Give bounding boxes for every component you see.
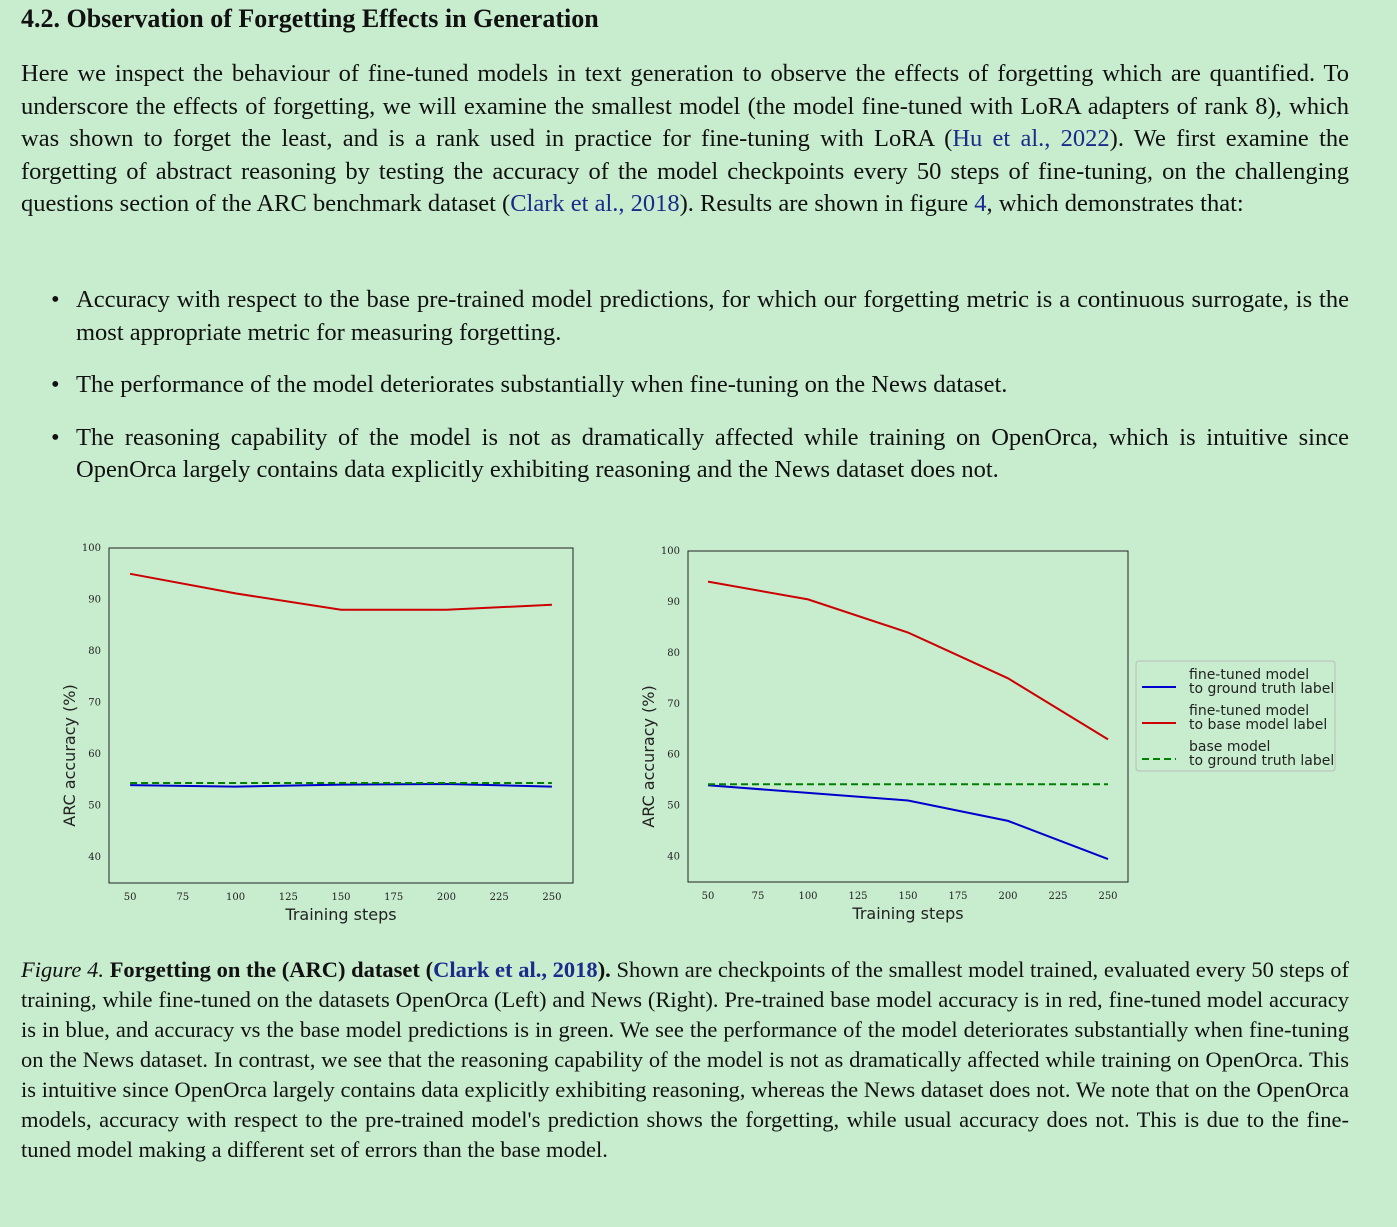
figure-label: Figure 4. — [21, 957, 104, 982]
body-paragraph: Here we inspect the behaviour of fine-tu… — [21, 58, 1349, 221]
y-tick-label: 70 — [88, 698, 101, 709]
paragraph-text-3: ). Results are shown in figure — [679, 190, 975, 218]
x-tick-label: 200 — [437, 892, 456, 903]
y-tick-label: 80 — [667, 648, 680, 659]
section-title: 4.2. Observation of Forgetting Effects i… — [21, 4, 599, 33]
x-axis-label: Training steps — [284, 905, 396, 924]
x-tick-label: 150 — [898, 891, 917, 902]
paragraph-text-4: , which demonstrates that: — [986, 190, 1244, 218]
x-tick-label: 125 — [848, 891, 867, 902]
legend-label: fine-tuned model — [1189, 703, 1309, 719]
plot-frame — [108, 547, 574, 884]
legend-label: to ground truth label — [1189, 753, 1334, 769]
series-line-blue — [130, 782, 552, 788]
y-tick-label: 90 — [667, 597, 680, 608]
plot-frame — [687, 550, 1129, 883]
y-tick-label: 60 — [88, 749, 101, 760]
x-tick-label: 75 — [176, 892, 189, 903]
legend-box — [1135, 660, 1336, 772]
caption-citation[interactable]: Clark et al., 2018 — [433, 957, 598, 982]
y-tick-label: 60 — [667, 750, 680, 761]
y-axis-label: ARC accuracy (%) — [60, 684, 79, 826]
citation-hu-2022[interactable]: Hu et al., 2022 — [952, 125, 1110, 153]
list-item: Accuracy with respect to the base pre-tr… — [21, 284, 1349, 349]
y-tick-label: 50 — [667, 801, 680, 812]
x-tick-label: 75 — [752, 891, 765, 902]
y-tick-label: 80 — [88, 646, 101, 657]
x-tick-label: 250 — [542, 892, 561, 903]
list-item: The performance of the model deteriorate… — [21, 369, 1349, 402]
x-tick-label: 225 — [1048, 891, 1067, 902]
y-tick-label: 40 — [88, 852, 101, 863]
citation-clark-2018[interactable]: Clark et al., 2018 — [510, 190, 680, 218]
x-tick-label: 175 — [948, 891, 967, 902]
chart-news-svg: 50 75 100 125 150 175 200 225 250 40 50 60 70 80 90 100… — [639, 546, 1336, 923]
x-tick-label: 150 — [331, 892, 350, 903]
x-tick-label: 125 — [279, 892, 298, 903]
y-tick-label: 100 — [661, 546, 680, 557]
chart-openorca-svg: 50 75 100 125 150 175 200 225 250 40 50 60 70 80 90 100… — [60, 543, 574, 924]
findings-list: Accuracy with respect to the base pre-tr… — [21, 284, 1349, 507]
y-tick-label: 90 — [88, 595, 101, 606]
list-item: The reasoning capability of the model is… — [21, 422, 1349, 487]
legend-label: to base model label — [1189, 717, 1327, 733]
y-tick-label: 40 — [667, 852, 680, 863]
y-tick-label: 100 — [82, 543, 101, 554]
series-line-red — [707, 580, 1109, 741]
x-tick-label: 175 — [384, 892, 403, 903]
x-tick-label: 225 — [490, 892, 509, 903]
caption-text: Shown are checkpoints of the smallest mo… — [21, 957, 1350, 1162]
series-line-blue — [707, 784, 1109, 861]
x-tick-label: 250 — [1098, 891, 1117, 902]
x-tick-label: 100 — [798, 891, 817, 902]
legend-label: fine-tuned model — [1189, 667, 1309, 683]
figure-reference[interactable]: 4 — [974, 190, 987, 218]
x-tick-label: 50 — [702, 891, 715, 902]
x-tick-label: 100 — [226, 892, 245, 903]
x-axis-label: Training steps — [851, 904, 963, 923]
y-axis-label: ARC accuracy (%) — [639, 685, 658, 827]
x-tick-label: 50 — [124, 892, 137, 903]
chart-openorca: 50 75 100 125 150 175 200 225 250 40 50 60 70 80 90 100… — [55, 540, 585, 930]
chart-news: 50 75 100 125 150 175 200 225 250 40 50 60 70 80 90 100… — [617, 543, 1347, 933]
paragraph-text-2: ). We first examine the forgetting of ab… — [21, 125, 1349, 218]
y-tick-label: 70 — [667, 699, 680, 710]
legend-label: base model — [1189, 739, 1270, 755]
figure-caption: Figure 4. Forgetting on the (ARC) datase… — [21, 955, 1349, 1165]
y-tick-label: 50 — [88, 801, 101, 812]
x-tick-label: 200 — [998, 891, 1017, 902]
caption-title-2: ). — [597, 957, 611, 982]
caption-title-1: Forgetting on the (ARC) dataset ( — [109, 957, 434, 982]
legend-label: to ground truth label — [1189, 681, 1334, 697]
series-line-red — [129, 572, 552, 611]
paragraph-text-1: Here we inspect the behaviour of fine-tu… — [21, 60, 1349, 153]
